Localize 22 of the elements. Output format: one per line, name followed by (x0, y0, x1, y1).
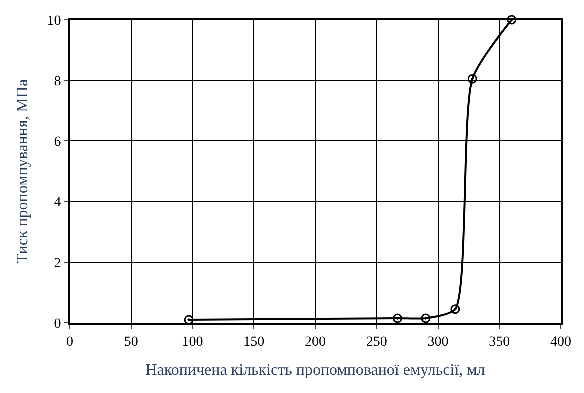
x-tick-label: 400 (550, 334, 572, 350)
y-tick-label: 0 (54, 316, 62, 332)
y-tick-label: 8 (54, 74, 62, 90)
x-tick-label: 300 (428, 334, 449, 350)
point (468, 74, 478, 84)
x-tick-label: 350 (489, 334, 510, 350)
x-tick-label: 100 (182, 334, 204, 350)
x-tick-label: 0 (66, 334, 74, 350)
x-axis-title: Накопичена кількість пропомпованої емульсії, мл (146, 362, 486, 379)
x-tick-label: 50 (124, 334, 138, 350)
point (392, 314, 402, 324)
y-tick-label: 4 (54, 196, 62, 211)
x-tick-label: 250 (366, 334, 388, 350)
y-tick-label: 10 (47, 14, 62, 29)
y-axis-title: Тиск пропомпування, МПа (14, 79, 32, 264)
x-tick-label: 150 (244, 334, 265, 350)
point (450, 304, 460, 314)
y-tick-label: 6 (54, 135, 62, 150)
y-tick-label: 2 (54, 256, 62, 272)
x-tick-label: 200 (305, 334, 326, 350)
point (507, 15, 517, 25)
point (421, 314, 431, 324)
